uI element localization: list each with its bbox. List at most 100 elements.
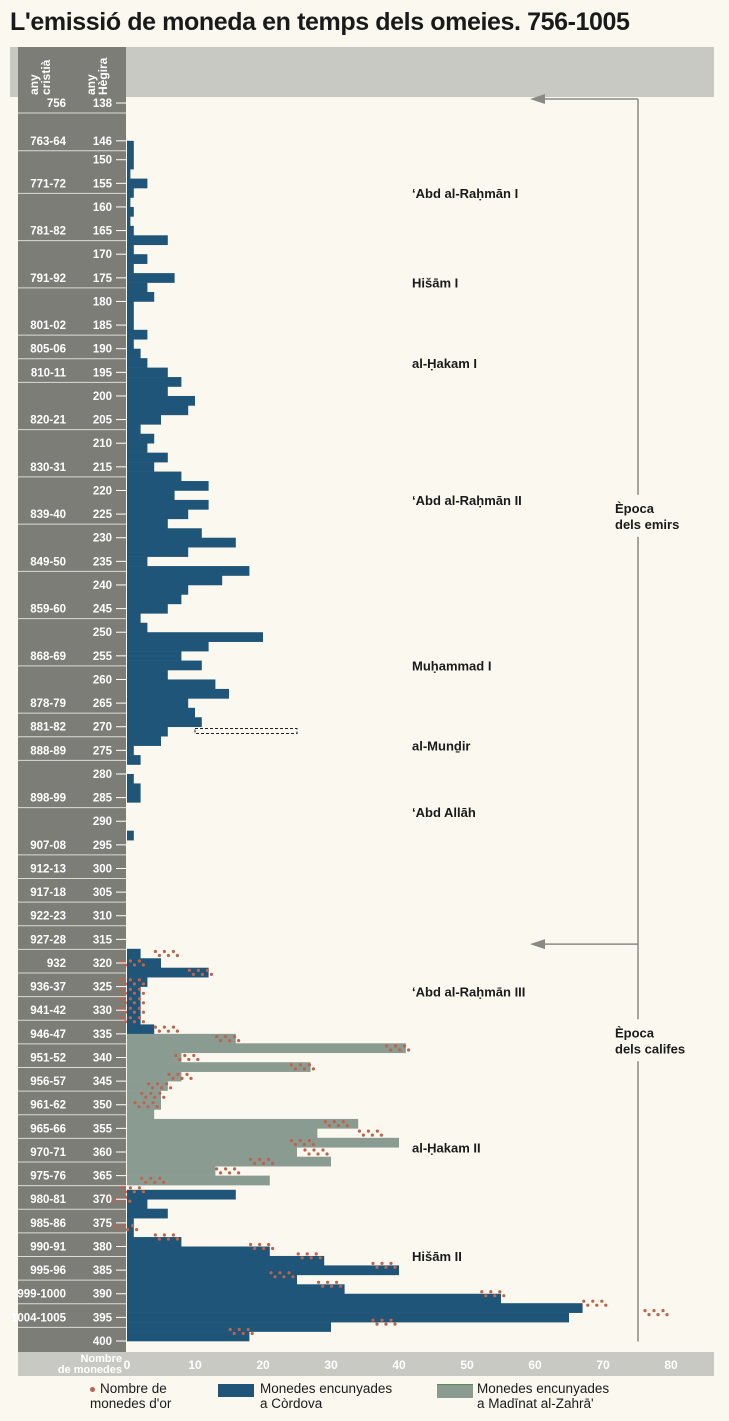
gold-coin-dot [253,1161,257,1165]
gold-coin-dot [110,1199,114,1203]
cordova-bar [127,509,189,520]
gold-coin-dot [144,1180,148,1184]
christian-tick-label: 820-21 [30,415,66,427]
x-tick-label: 70 [596,1358,610,1372]
gold-coin-dot [384,1265,388,1269]
hegira-tick-label: 250 [93,627,112,639]
gold-coin-dot [209,972,213,977]
gold-coin-dot [166,1029,170,1033]
gold-coin-dot [128,987,132,991]
cordova-bar [127,584,189,595]
cordova-bar [127,254,148,264]
gold-coin-dot [137,978,141,982]
gold-coin-dot [128,1016,132,1020]
gold-coin-dot [132,982,136,986]
gold-coin-dot [151,1101,155,1105]
christian-tick-label: 922-23 [30,911,66,923]
zahra-bar [127,1081,168,1091]
gold-coin-dot [132,1010,136,1014]
christian-tick-label: 849-50 [30,556,66,568]
gold-coin-dot [489,1290,493,1294]
gold-coin-dot [196,1057,200,1062]
gold-coin-dot [311,1067,315,1071]
hegira-tick-label: 260 [93,674,112,686]
ruler-label: Hišām I [412,276,458,291]
ruler-label: Hišām II [412,1249,462,1264]
gold-coin-dot [357,1129,361,1133]
gold-coin-dot [171,1025,175,1029]
emir-arrow-head-icon [530,94,545,104]
gold-coin-dot [183,1053,187,1058]
gold-coin-dot [316,1152,320,1156]
cordova-bar [127,547,189,557]
hegira-tick-label: 280 [93,769,112,781]
hegira-tick-label: 190 [93,344,112,356]
cordova-bar [127,996,141,1006]
hegira-axis-title-line2: Hègira [96,57,110,95]
gold-coin-dot [141,1190,145,1194]
cordova-bar [127,622,148,633]
gold-coin-dot [147,1082,151,1086]
cordova-bar [127,348,141,359]
cordova-bar [127,670,168,680]
zahra-bar [127,1137,399,1148]
gold-coin-dot [119,987,123,991]
cordova-bar [127,641,209,652]
x-axis-title-line1: Nombre [80,1353,122,1365]
hegira-tick-label: 146 [93,136,112,148]
cordova-bar [127,688,229,699]
gold-coin-dot [119,997,123,1001]
ruler-label: ‘Abd al-Raḥmān II [412,493,522,508]
gold-coin-dot [298,1063,302,1067]
hegira-tick-label: 290 [93,816,112,828]
cordova-bar [127,188,134,198]
cordova-bar [127,1005,141,1016]
gold-coin-dots [106,949,669,1336]
zahra-bar [127,1147,297,1158]
gold-coin-dot [307,1138,311,1143]
gold-coin-dot [119,959,123,963]
hegira-tick-label: 150 [93,155,112,167]
gold-coin-dot [326,1280,330,1284]
gold-coin-dot [224,1167,228,1171]
gold-coin-dot [228,1039,232,1043]
hegira-tick-label: 300 [93,863,112,875]
christian-tick-label: 791-92 [30,273,66,285]
gold-coin-dot [158,1176,162,1180]
gold-coin-dot [119,1016,123,1020]
cordova-bar [127,1303,583,1313]
cordova-bar [127,329,148,340]
ruler-label: Muḥammad I [412,658,491,673]
christian-tick-label: 941-42 [30,1005,66,1017]
gold-coin-dot [332,1120,336,1124]
gold-coin-dot [157,953,161,958]
gold-coin-dot [156,1082,160,1086]
cordova-bar [127,537,236,548]
gold-coin-dot [282,1275,286,1279]
gold-coin-dot [123,1190,127,1194]
cordova-bar [127,1208,168,1219]
zahra-bar [127,1033,236,1044]
hegira-tick-label: 270 [93,722,112,734]
gold-coin-dot [484,1294,488,1298]
cordova-bar [127,490,175,501]
ruler-label: al-Ḥakam II [412,1140,481,1155]
gold-coin-dot [647,1313,651,1317]
gold-coin-dot [345,1124,349,1128]
hegira-tick-label: 170 [93,249,112,261]
cordova-bar [127,367,168,378]
x-tick-label: 0 [124,1358,131,1372]
period-label-line2: dels califes [615,1041,685,1056]
hegira-tick-label: 155 [93,178,113,190]
cordova-bar [127,424,141,435]
gold-coin-dot [158,1091,162,1095]
christian-tick-label: 965-66 [30,1123,66,1135]
gold-coin-dot [137,1006,141,1010]
cordova-bar [127,1246,270,1257]
x-axis-strip [18,1352,714,1376]
cordova-bar [127,1284,345,1295]
gold-coin-dot [132,1001,136,1005]
cordova-bar [127,395,195,406]
gold-coin-dot [309,1256,313,1260]
